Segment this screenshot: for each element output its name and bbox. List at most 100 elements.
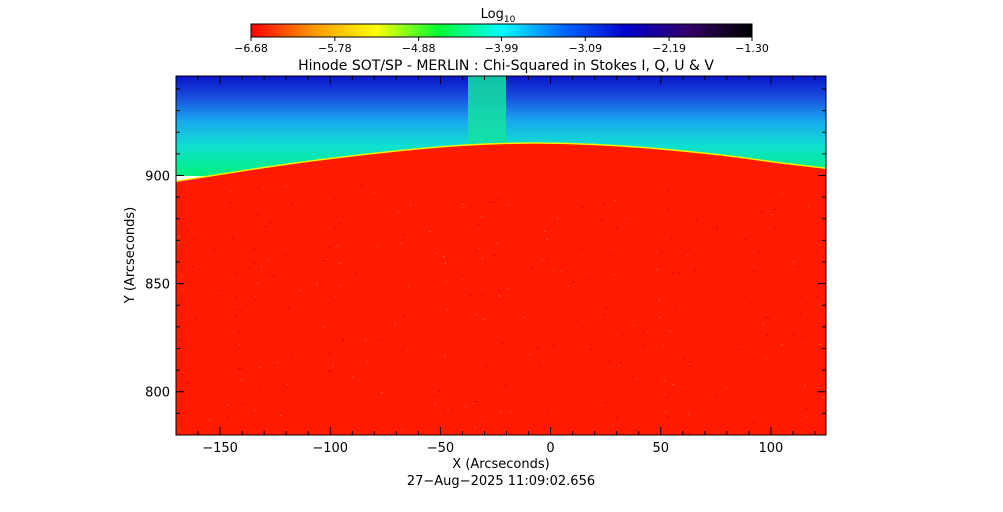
speckle: [253, 248, 256, 250]
speckle: [489, 201, 492, 203]
speckle: [758, 251, 761, 253]
speckle: [667, 209, 670, 210]
speckle: [552, 270, 555, 271]
speckle: [695, 218, 698, 220]
speckle: [177, 235, 180, 237]
speckle: [262, 389, 265, 391]
slit-artifact: [468, 76, 506, 146]
speckle: [262, 188, 265, 190]
speckle: [403, 315, 406, 317]
speckle: [284, 253, 287, 255]
speckle: [636, 378, 639, 379]
speckle: [816, 296, 819, 298]
speckle: [472, 403, 475, 405]
speckle: [744, 239, 747, 241]
speckle: [256, 282, 259, 284]
speckle: [663, 393, 666, 395]
speckle: [529, 354, 532, 356]
speckle: [323, 326, 326, 328]
speckle: [272, 275, 275, 277]
speckle: [364, 339, 367, 341]
speckle: [276, 361, 279, 363]
speckle: [180, 274, 183, 276]
speckle: [668, 201, 671, 203]
speckle: [634, 429, 637, 431]
speckle: [669, 330, 672, 332]
speckle: [462, 203, 465, 205]
speckle: [403, 234, 406, 235]
speckle: [819, 343, 822, 345]
x-tick-label: 50: [652, 441, 669, 456]
y-tick-label: 850: [145, 278, 170, 293]
speckle: [674, 308, 677, 310]
speckle: [373, 192, 376, 194]
speckle: [260, 266, 263, 268]
speckle: [438, 390, 441, 392]
speckle: [406, 349, 409, 351]
speckle: [469, 294, 471, 296]
speckle: [536, 348, 539, 350]
speckle: [494, 325, 497, 327]
speckle: [334, 295, 337, 297]
speckle: [229, 190, 232, 192]
speckle: [498, 294, 501, 296]
speckle: [616, 227, 618, 229]
speckle: [237, 332, 240, 334]
speckle: [616, 417, 618, 419]
speckle: [600, 219, 603, 220]
colorbar: [250, 23, 753, 38]
chart-title: Hinode SOT/SP - MERLIN : Chi-Squared in …: [298, 58, 714, 74]
speckle: [191, 265, 194, 267]
speckle: [614, 200, 616, 201]
speckle: [672, 384, 675, 385]
colorbar-tick-label: −5.78: [318, 42, 352, 55]
speckle: [608, 361, 611, 363]
speckle: [337, 245, 340, 247]
speckle: [235, 296, 238, 298]
speckle: [234, 273, 237, 275]
speckle: [683, 358, 685, 360]
speckle: [246, 304, 249, 306]
speckle: [324, 260, 327, 262]
heatmap-image: [176, 76, 826, 435]
speckle: [499, 295, 501, 297]
x-tick-label: −50: [427, 441, 454, 456]
speckle: [575, 320, 578, 322]
speckle: [428, 231, 431, 232]
y-tick-label: 900: [145, 169, 170, 184]
speckle: [474, 426, 476, 428]
speckle: [493, 201, 496, 202]
colorbar-tick-label: −4.88: [402, 42, 436, 55]
speckle: [240, 379, 243, 381]
speckle: [602, 314, 605, 316]
colorbar-label: Log10: [481, 7, 516, 25]
speckle: [633, 324, 636, 326]
speckle: [631, 376, 634, 378]
speckle: [544, 230, 547, 232]
speckle: [401, 429, 404, 431]
speckle: [493, 254, 496, 256]
speckle: [659, 316, 662, 318]
speckle: [800, 295, 803, 297]
x-tick-label: 0: [546, 441, 554, 456]
speckle: [581, 206, 584, 208]
speckle: [689, 361, 692, 363]
speckle: [234, 314, 237, 316]
speckle: [803, 384, 806, 386]
colorbar-tick-label: −6.68: [234, 42, 268, 55]
speckle: [686, 254, 689, 256]
speckle: [649, 210, 652, 212]
speckle: [239, 367, 242, 369]
speckle: [509, 411, 512, 413]
speckle: [284, 185, 287, 187]
speckle: [716, 395, 718, 397]
speckle: [193, 238, 196, 240]
speckle: [501, 343, 504, 345]
speckle: [764, 357, 767, 359]
speckle: [481, 295, 483, 297]
speckle: [232, 237, 234, 239]
speckle: [220, 289, 223, 291]
speckle: [176, 306, 179, 308]
speckle: [267, 259, 270, 261]
speckle: [617, 365, 620, 367]
